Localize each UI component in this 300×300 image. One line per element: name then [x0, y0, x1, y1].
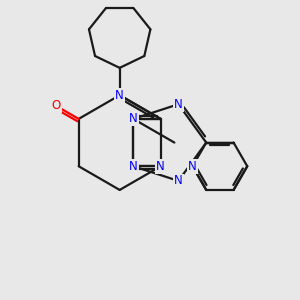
Text: N: N [129, 160, 138, 173]
Text: N: N [129, 160, 138, 173]
Text: N: N [129, 112, 138, 125]
Text: O: O [52, 99, 61, 112]
Text: N: N [115, 89, 124, 102]
Text: N: N [174, 174, 183, 188]
Text: N: N [188, 160, 197, 173]
Text: N: N [174, 98, 183, 111]
Text: N: N [156, 160, 165, 173]
